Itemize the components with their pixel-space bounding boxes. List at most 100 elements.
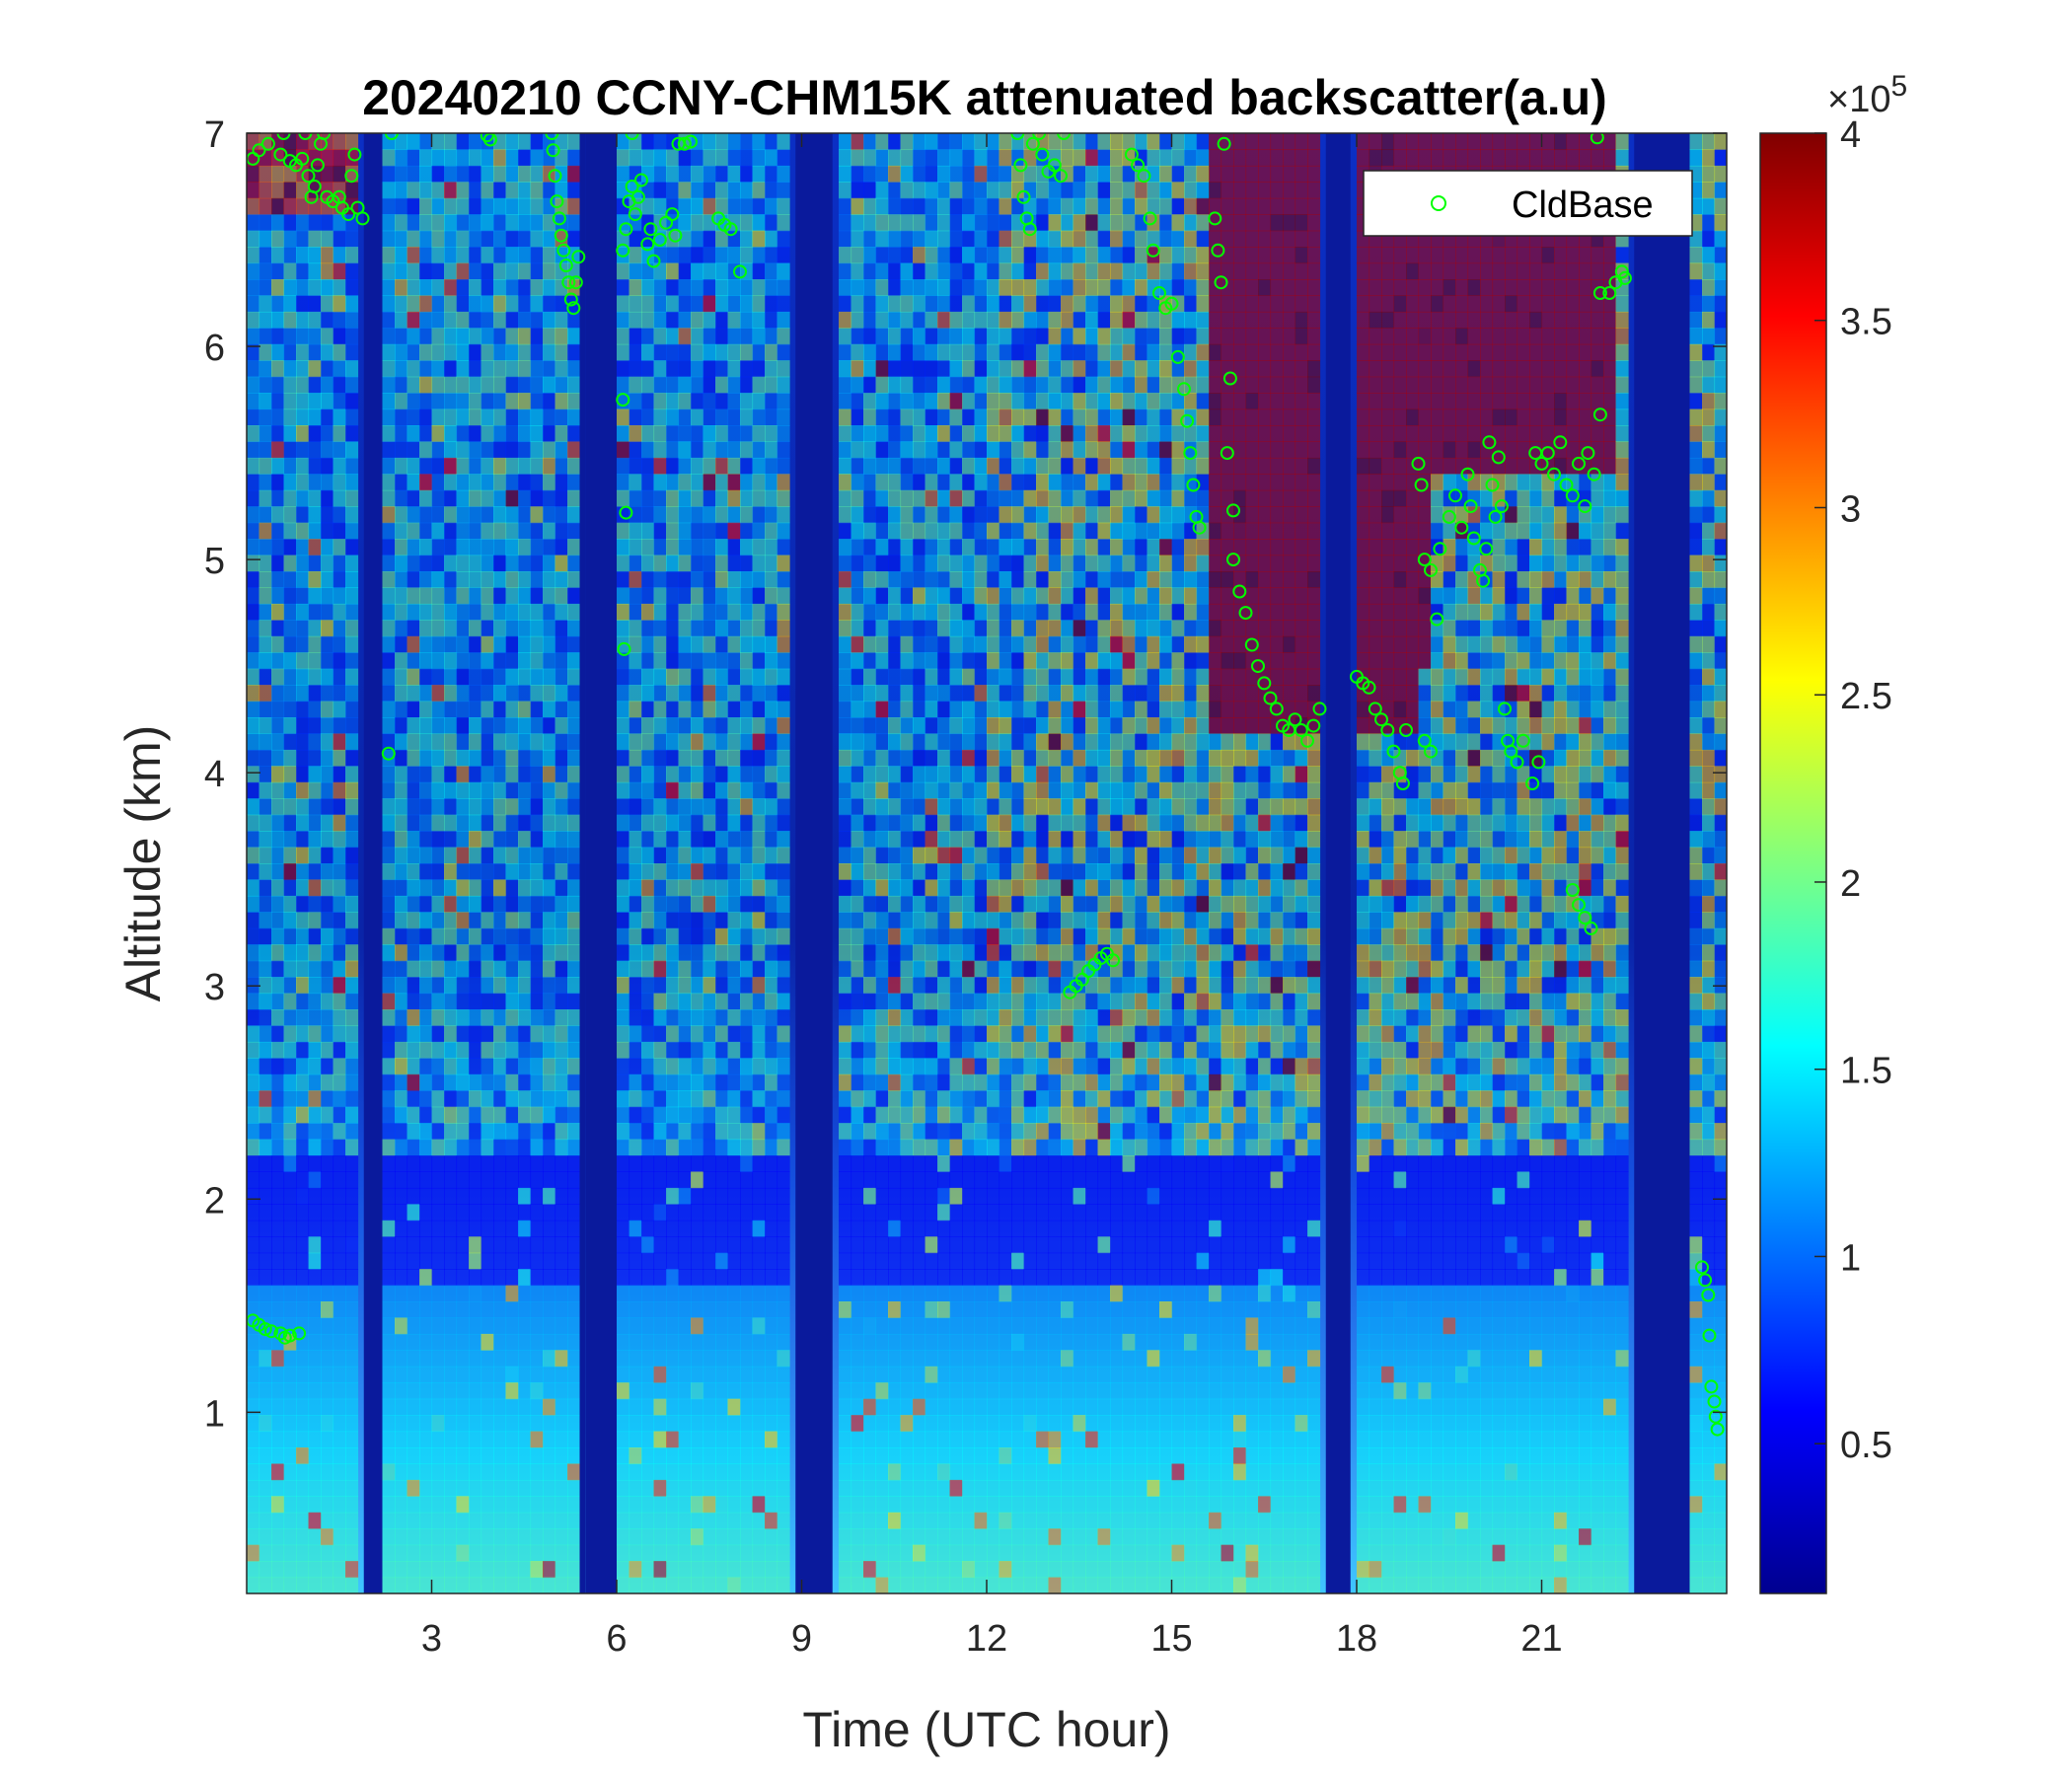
- heatmap-cell: [419, 457, 433, 475]
- heatmap-cell: [481, 1041, 494, 1059]
- heatmap-cell: [629, 717, 642, 735]
- heatmap-cell: [913, 766, 926, 783]
- heatmap-cell: [851, 587, 864, 605]
- heatmap-cell: [321, 1106, 334, 1124]
- heatmap-cell: [543, 701, 556, 718]
- heatmap-cell: [530, 393, 544, 410]
- heatmap-cell: [703, 717, 716, 735]
- heatmap-cell: [431, 879, 445, 897]
- heatmap-cell: [937, 1009, 951, 1027]
- heatmap-cell: [962, 1204, 976, 1221]
- heatmap-cell: [875, 1041, 889, 1059]
- heatmap-cell: [543, 1366, 556, 1383]
- heatmap-cell: [469, 376, 482, 394]
- heatmap-cell: [727, 863, 741, 881]
- heatmap-cell: [1023, 1187, 1037, 1205]
- heatmap-cell: [691, 798, 704, 816]
- heatmap-cell: [888, 960, 902, 978]
- heatmap-cell: [962, 1577, 976, 1593]
- heatmap-cell: [641, 1155, 655, 1173]
- heatmap-cell: [333, 1528, 346, 1546]
- heatmap-cell: [407, 441, 420, 459]
- heatmap-cell: [518, 1431, 532, 1448]
- heatmap-cell: [863, 1561, 877, 1579]
- heatmap-cell: [530, 360, 544, 378]
- heatmap-cell: [419, 539, 433, 556]
- heatmap-cell: [493, 182, 507, 199]
- heatmap-cell: [691, 1577, 704, 1593]
- heatmap-cell: [444, 766, 458, 783]
- heatmap-cell: [505, 441, 519, 459]
- heatmap-cell: [777, 1447, 790, 1465]
- heatmap-cell: [493, 408, 507, 426]
- heatmap-cell: [925, 1204, 938, 1221]
- heatmap-cell: [1011, 620, 1025, 637]
- heatmap-cell: [863, 214, 877, 232]
- heatmap-cell: [777, 343, 790, 361]
- heatmap-cell: [469, 1577, 482, 1593]
- heatmap-cell: [395, 587, 408, 605]
- heatmap-cell: [1023, 1123, 1037, 1141]
- heatmap-cell: [839, 977, 852, 995]
- heatmap-cell: [752, 1350, 766, 1368]
- heatmap-cell: [703, 685, 716, 703]
- heatmap-cell: [999, 1236, 1012, 1254]
- heatmap-cell: [925, 668, 938, 686]
- heatmap-cell: [259, 182, 272, 199]
- heatmap-cell: [469, 814, 482, 832]
- heatmap-cell: [333, 1041, 346, 1059]
- heatmap-cell: [333, 944, 346, 962]
- heatmap-cell: [937, 766, 951, 783]
- heatmap-cell: [913, 539, 926, 556]
- heatmap-cell: [1011, 879, 1025, 897]
- heatmap-cell: [962, 522, 976, 540]
- heatmap-cell: [493, 1415, 507, 1433]
- heatmap-cell: [913, 1139, 926, 1156]
- heatmap-cell: [444, 1236, 458, 1254]
- heatmap-cell: [407, 1204, 420, 1221]
- heatmap-cell: [949, 1561, 963, 1579]
- heatmap-cell: [715, 230, 729, 248]
- heatmap-cell: [888, 831, 902, 849]
- heatmap-cell: [345, 766, 359, 783]
- heatmap-cell: [469, 214, 482, 232]
- heatmap-cell: [617, 506, 630, 524]
- heatmap-cell: [900, 652, 914, 670]
- heatmap-cell: [1036, 652, 1050, 670]
- heatmap-cell: [333, 1269, 346, 1287]
- heatmap-cell: [271, 1479, 285, 1497]
- heatmap-cell: [456, 295, 470, 313]
- heatmap-cell: [395, 1366, 408, 1383]
- heatmap-cell: [900, 1123, 914, 1141]
- heatmap-cell: [481, 1350, 494, 1368]
- heatmap-cell: [431, 733, 445, 751]
- heatmap-cell: [493, 539, 507, 556]
- heatmap-cell: [875, 165, 889, 183]
- heatmap-cell: [1036, 343, 1050, 361]
- heatmap-cell: [444, 1496, 458, 1514]
- heatmap-cell: [493, 620, 507, 637]
- heatmap-cell: [481, 247, 494, 264]
- heatmap-cell: [296, 1544, 310, 1562]
- heatmap-cell: [419, 279, 433, 297]
- heatmap-cell: [629, 766, 642, 783]
- heatmap-cell: [777, 1544, 790, 1562]
- heatmap-cell: [666, 993, 680, 1010]
- heatmap-cell: [469, 1544, 482, 1562]
- heatmap-cell: [407, 311, 420, 329]
- heatmap-cell: [419, 506, 433, 524]
- heatmap-cell: [703, 408, 716, 426]
- heatmap-cell: [937, 1041, 951, 1059]
- heatmap-cell: [641, 1187, 655, 1205]
- heatmap-cell: [839, 1382, 852, 1400]
- heatmap-cell: [752, 1139, 766, 1156]
- heatmap-cell: [530, 668, 544, 686]
- heatmap-cell: [653, 441, 667, 459]
- heatmap-cell: [247, 343, 260, 361]
- heatmap-cell: [653, 912, 667, 929]
- heatmap-cell: [493, 814, 507, 832]
- heatmap-cell: [703, 1236, 716, 1254]
- heatmap-cell: [987, 685, 1000, 703]
- heatmap-cell: [283, 1512, 297, 1529]
- heatmap-cell: [777, 652, 790, 670]
